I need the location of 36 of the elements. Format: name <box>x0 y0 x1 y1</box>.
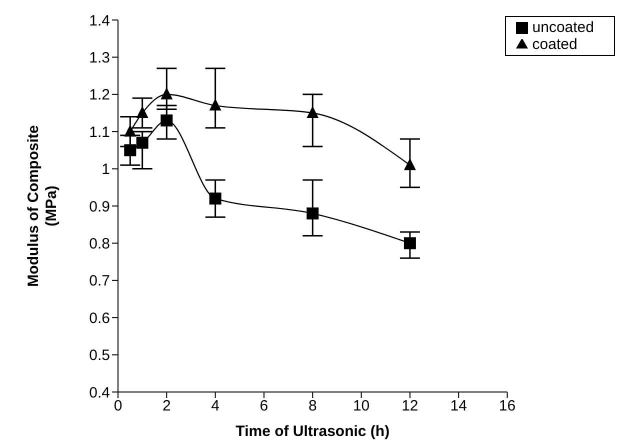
y-tick-label: 1.3 <box>89 50 110 67</box>
legend-label: coated <box>532 36 578 53</box>
point <box>306 207 319 220</box>
x-tick-label: 16 <box>498 398 516 415</box>
point <box>136 136 148 149</box>
y-tick-label: 0.7 <box>89 272 110 290</box>
x-tick-label: 8 <box>308 398 317 415</box>
y-tick-label: 1.1 <box>89 124 110 141</box>
y-tick-label: 0.8 <box>89 236 110 253</box>
legend-label: uncoated <box>532 19 594 36</box>
point <box>404 237 416 250</box>
point <box>124 144 136 156</box>
point <box>160 87 173 100</box>
y-tick-label: 1.2 <box>89 86 110 104</box>
x-tick-label: 6 <box>260 398 268 415</box>
y-tick-label: 0.6 <box>89 310 110 327</box>
y-tick-label: 0.4 <box>89 384 110 402</box>
x-tick-label: 10 <box>352 398 370 415</box>
x-axis-title: Time of Ultrasonic (h) <box>236 423 390 440</box>
point <box>160 114 173 126</box>
y-tick-label: 0.5 <box>89 347 110 364</box>
y-tick-label: 0.9 <box>89 198 110 216</box>
point <box>209 98 222 111</box>
x-tick-label: 2 <box>162 398 171 415</box>
x-tick-label: 0 <box>114 398 122 415</box>
x-tick-label: 14 <box>450 398 467 415</box>
x-tick-label: 12 <box>402 398 418 415</box>
y-axis-title: Modulus of Composite (MPa) <box>25 125 60 287</box>
point <box>136 106 148 118</box>
point <box>306 106 319 118</box>
x-tick-label: 4 <box>211 398 220 415</box>
point <box>124 124 136 137</box>
point <box>404 158 416 170</box>
point <box>209 192 222 205</box>
y-tick-label: 1.4 <box>89 12 110 30</box>
y-tick-label: 1 <box>102 161 110 178</box>
